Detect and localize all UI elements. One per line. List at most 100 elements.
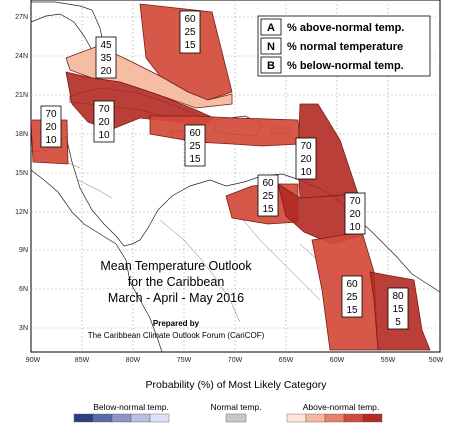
box-lesser-antilles-n: 20: [300, 154, 312, 165]
map-title-line-3: March - April - May 2016: [108, 291, 244, 305]
lon-label-90w: 90W: [26, 357, 41, 364]
box-abc-islands-n: 25: [262, 191, 274, 202]
box-lesser-antilles-a: 70: [300, 141, 312, 152]
lon-label-65w: 65W: [279, 357, 294, 364]
box-french-guiana-b: 5: [395, 317, 401, 328]
box-lesser-antilles-b: 10: [300, 167, 312, 178]
box-guianas-frame: [341, 275, 363, 318]
box-cuba-cayman-a: 70: [98, 104, 110, 115]
box-trinidad-guyana-n: 20: [349, 209, 361, 220]
probability-boxes: 60 25 15 45 35 20 70 20 10 70 20 10 60 2…: [40, 10, 409, 330]
box-belize: 70 20 10: [40, 105, 62, 148]
box-bahamas-frame: [95, 36, 117, 79]
lat-label-21n: 21N: [15, 92, 28, 99]
lat-label-6n: 6N: [19, 286, 28, 293]
category-key: A N B % above-normal temp. % normal temp…: [257, 15, 431, 77]
lat-label-18n: 18N: [15, 131, 28, 138]
lat-label-24n: 24N: [15, 53, 28, 60]
box-guianas-a: 60: [346, 279, 358, 290]
key-letter-a: A: [267, 22, 275, 34]
box-abc-islands-frame: [257, 174, 279, 217]
lon-label-80w: 80W: [126, 357, 141, 364]
key-letter-n-box: [260, 37, 282, 55]
legend-swatch-above-1: [286, 413, 307, 423]
legend-normal-label: Normal temp.: [210, 402, 261, 412]
probability-legend: Probability (%) of Most Likely Category …: [73, 379, 383, 423]
lon-label-70w: 70W: [228, 357, 243, 364]
box-trinidad-guyana-a: 70: [349, 196, 361, 207]
key-letter-b: B: [267, 60, 275, 72]
box-french-guiana-frame: [387, 287, 409, 330]
lon-label-85w: 85W: [75, 357, 90, 364]
box-cuba-cayman-n: 20: [98, 117, 110, 128]
latitude-labels: 27N 24N 21N 18N 15N 12N 9N 6N 3N: [15, 14, 28, 332]
box-guianas-b: 15: [346, 305, 358, 316]
legend-swatch-above-2: [305, 413, 326, 423]
box-north-atlantic-b: 15: [184, 40, 196, 51]
pacific-coast: [30, 169, 163, 353]
box-french-guiana-a: 80: [392, 291, 404, 302]
box-lesser-antilles: 70 20 10: [295, 137, 317, 180]
box-abc-islands-a: 60: [262, 178, 274, 189]
map-title: Mean Temperature Outlook for the Caribbe…: [88, 259, 265, 340]
legend-swatch-below-4: [130, 413, 151, 423]
lat-label-9n: 9N: [19, 247, 28, 254]
legend-swatch-above-3: [324, 413, 345, 423]
box-north-atlantic-n: 25: [184, 27, 196, 38]
lon-label-50w: 50W: [429, 357, 444, 364]
box-greater-antilles-frame: [184, 124, 206, 167]
key-text-normal: % normal temperature: [287, 41, 403, 53]
legend-swatch-below-3: [111, 413, 132, 423]
prepared-by-org: The Caribbean Climate Outlook Forum (Car…: [88, 331, 265, 340]
box-trinidad-guyana-b: 10: [349, 222, 361, 233]
legend-below-label: Below-normal temp.: [93, 402, 169, 412]
map-title-line-1: Mean Temperature Outlook: [100, 259, 252, 273]
key-text-above: % above-normal temp.: [287, 22, 404, 34]
box-greater-antilles-b: 15: [189, 154, 201, 165]
map-title-line-2: for the Caribbean: [128, 275, 225, 289]
lon-label-75w: 75W: [177, 357, 192, 364]
legend-title: Probability (%) of Most Likely Category: [146, 379, 328, 391]
box-greater-antilles: 60 25 15: [184, 124, 206, 167]
box-north-atlantic-frame: [179, 10, 201, 54]
key-text-below: % below-normal temp.: [287, 60, 404, 72]
box-cuba-cayman-b: 10: [98, 130, 110, 141]
box-cuba-cayman: 70 20 10: [93, 100, 115, 143]
legend-swatch-normal: [225, 413, 247, 423]
box-abc-islands: 60 25 15: [257, 174, 279, 217]
box-trinidad-guyana-frame: [344, 192, 366, 235]
box-abc-islands-b: 15: [262, 204, 274, 215]
box-greater-antilles-n: 25: [189, 141, 201, 152]
box-north-atlantic: 60 25 15: [179, 10, 201, 54]
box-north-atlantic-a: 60: [184, 14, 196, 25]
box-bahamas-a: 45: [100, 40, 112, 51]
lon-label-55w: 55W: [381, 357, 396, 364]
box-french-guiana-n: 15: [392, 304, 404, 315]
lat-label-27n: 27N: [15, 14, 28, 21]
legend-swatch-above-4: [343, 413, 364, 423]
box-guianas-n: 25: [346, 292, 358, 303]
key-letter-a-box: [260, 18, 282, 36]
box-bahamas-n: 35: [100, 53, 112, 64]
box-greater-antilles-a: 60: [189, 128, 201, 139]
legend-above-label: Above-normal temp.: [303, 402, 380, 412]
key-letter-b-box: [260, 56, 282, 74]
longitude-labels: 90W 85W 80W 75W 70W 65W 60W 55W 50W: [26, 357, 444, 364]
legend-swatch-above-5: [362, 413, 383, 423]
legend-swatch-below-5: [149, 413, 170, 423]
lat-label-15n: 15N: [15, 170, 28, 177]
box-belize-b: 10: [45, 135, 57, 146]
box-belize-a: 70: [45, 109, 57, 120]
box-bahamas: 45 35 20: [95, 36, 117, 79]
box-belize-frame: [40, 105, 62, 148]
box-cuba-cayman-frame: [93, 100, 115, 143]
box-trinidad-guyana: 70 20 10: [344, 192, 366, 235]
box-guianas: 60 25 15: [341, 275, 363, 318]
legend-swatch-below-1: [73, 413, 94, 423]
key-letter-n: N: [267, 41, 275, 53]
category-key-frame: [257, 15, 431, 77]
lon-label-60w: 60W: [330, 357, 345, 364]
lat-label-3n: 3N: [19, 325, 28, 332]
prepared-by-label: Prepared by: [153, 319, 200, 328]
